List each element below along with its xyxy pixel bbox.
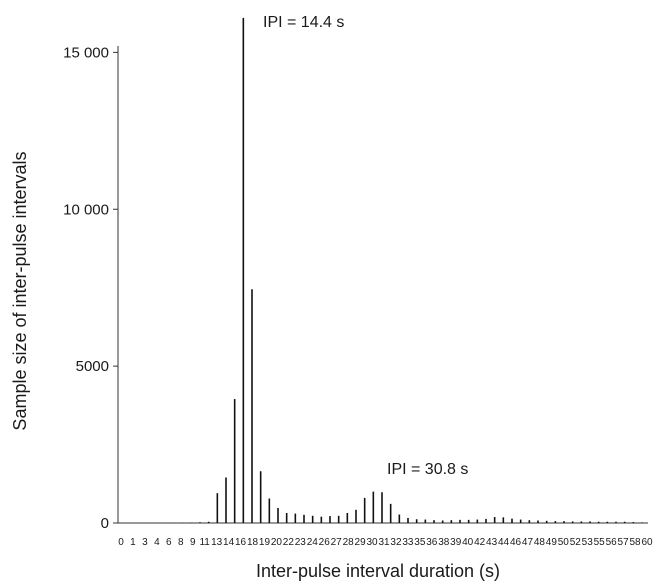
x-tick-label: 19 [259,537,271,548]
x-tick-label: 26 [319,537,331,548]
x-tick-label: 55 [594,537,606,548]
x-tick-label: 16 [235,537,247,548]
x-tick-label: 11 [199,537,210,548]
x-tick-label: 4 [154,537,160,548]
x-tick-label: 35 [414,537,426,548]
x-tick-label: 29 [355,537,367,548]
annotation-peak-1: IPI = 14.4 s [263,14,344,31]
y-tick-label: 5000 [76,358,109,375]
x-tick-label: 60 [641,537,653,548]
x-tick-label: 42 [474,537,486,548]
y-axis: 0 5000 10 000 15 000 [63,44,119,532]
x-tick-label: 6 [166,537,172,548]
x-tick-label: 56 [606,537,618,548]
x-tick-label: 24 [307,537,319,548]
annotations: IPI = 14.4 s IPI = 30.8 s [263,14,468,478]
x-tick-label: 50 [558,537,570,548]
y-tick-label: 0 [101,515,109,532]
annotation-peak-2: IPI = 30.8 s [387,461,468,478]
x-tick-label: 46 [510,537,522,548]
x-axis-title: Inter-pulse interval duration (s) [256,561,500,581]
bars [173,17,643,523]
x-tick-label: 22 [283,537,295,548]
x-tick-label: 14 [223,537,235,548]
x-tick-label: 33 [402,537,414,548]
x-tick-label: 43 [486,537,498,548]
y-tick-label: 10 000 [63,201,109,218]
y-axis-title: Sample size of inter-pulse intervals [10,151,30,430]
x-tick-label: 30 [366,537,378,548]
x-tick-label: 28 [343,537,355,548]
x-tick-label: 38 [438,537,450,548]
y-tick-label: 15 000 [63,44,109,61]
x-tick-label: 8 [178,537,184,548]
x-tick-label: 32 [390,537,402,548]
x-tick-label: 53 [582,537,594,548]
x-tick-label: 47 [522,537,534,548]
x-tick-label: 3 [142,537,148,548]
x-tick-label: 39 [450,537,462,548]
x-tick-label: 44 [498,537,510,548]
x-tick-label: 18 [247,537,259,548]
x-axis: 0 1 3 4 6 8 9 11 13 14 16 18 19 20 22 23 24 26 27 28 29 30 31 3… [118,522,653,548]
x-tick-label: 0 [118,537,124,548]
x-tick-label: 48 [534,537,546,548]
x-tick-label: 20 [271,537,283,548]
x-tick-label: 13 [211,537,223,548]
x-tick-label: 27 [331,537,343,548]
x-tick-label: 9 [190,537,196,548]
x-tick-label: 57 [618,537,630,548]
x-tick-label: 58 [629,537,641,548]
x-tick-label: 49 [546,537,558,548]
x-tick-label: 31 [378,537,390,548]
x-tick-label: 52 [570,537,582,548]
x-tick-label: 36 [426,537,438,548]
x-tick-label: 23 [295,537,307,548]
x-tick-label: 1 [130,537,136,548]
x-tick-label: 40 [462,537,474,548]
